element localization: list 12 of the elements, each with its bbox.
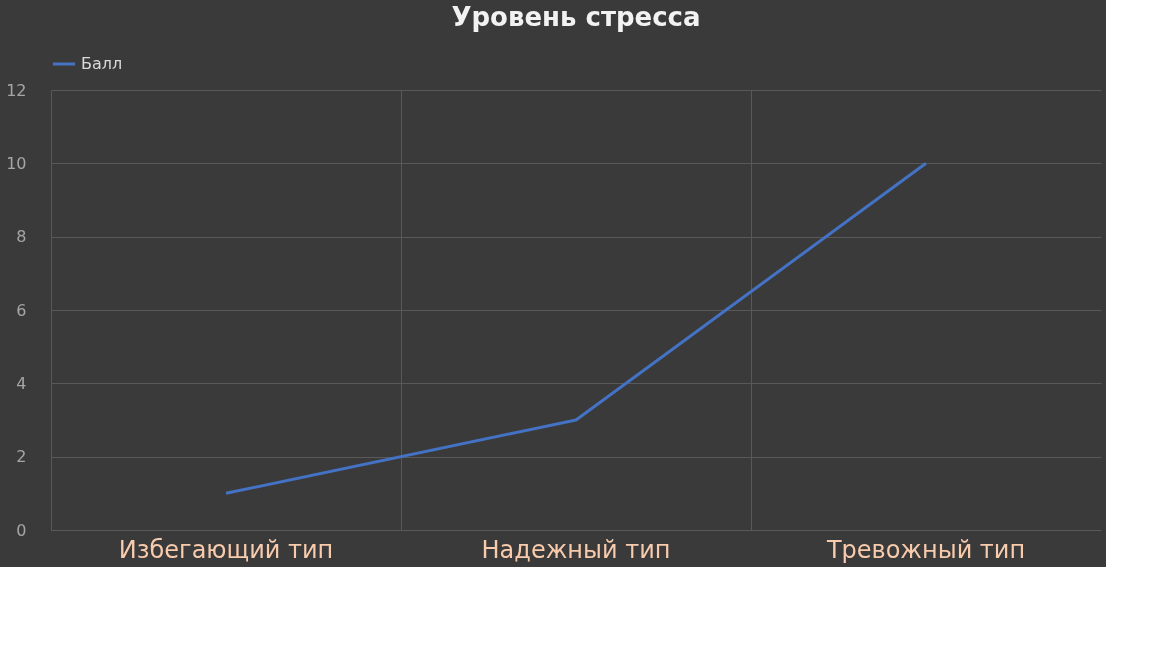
y-tick-label: 6 <box>16 300 27 320</box>
legend-label: Балл <box>81 54 123 73</box>
x-tick-label: Надежный тип <box>481 535 671 564</box>
x-tick-label: Избегающий тип <box>118 535 334 564</box>
y-tick-label: 2 <box>16 447 27 467</box>
x-tick-label: Тревожный тип <box>825 535 1026 564</box>
y-tick-label: 10 <box>6 153 27 173</box>
y-tick-label: 4 <box>16 373 27 393</box>
y-tick-label: 0 <box>16 520 27 540</box>
chart-title: Уровень стресса <box>451 2 701 32</box>
y-tick-label: 12 <box>6 80 27 100</box>
y-tick-label: 8 <box>16 227 27 247</box>
